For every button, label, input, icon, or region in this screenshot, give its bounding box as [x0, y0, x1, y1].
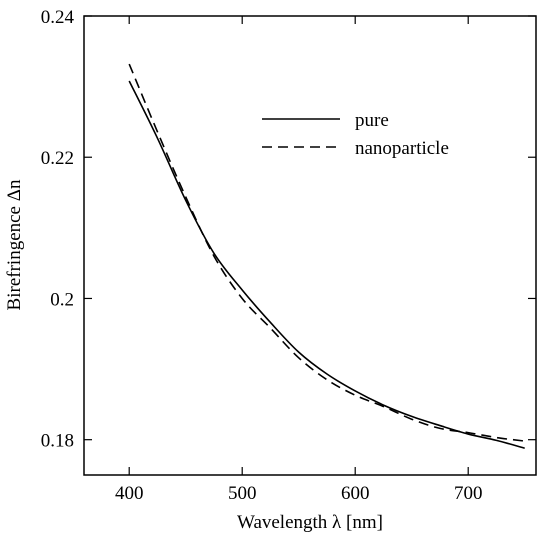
legend: pure nanoparticle [262, 110, 449, 159]
series-line-pure [128, 80, 525, 449]
x-axis-ticks: 400 500 600 700 [115, 16, 483, 504]
legend-label-pure: pure [355, 110, 389, 131]
x-axis-title: Wavelength λ [nm] [237, 512, 383, 533]
y-tick-label: 0.2 [50, 289, 74, 310]
y-axis-title: Birefringence Δn [4, 179, 25, 310]
x-tick-label: 600 [341, 483, 370, 504]
plot-frame [83, 15, 537, 476]
x-tick-label: 400 [115, 483, 144, 504]
series-line-nanoparticle [128, 63, 525, 442]
series-layer [128, 63, 525, 449]
y-tick-label: 0.22 [41, 148, 74, 169]
y-tick-label: 0.18 [41, 431, 74, 452]
y-axis-ticks: 0.18 0.2 0.22 0.24 [41, 7, 536, 452]
legend-label-nanoparticle: nanoparticle [355, 138, 449, 159]
x-tick-label: 700 [454, 483, 483, 504]
x-tick-label: 500 [228, 483, 257, 504]
y-tick-label: 0.24 [41, 7, 75, 28]
